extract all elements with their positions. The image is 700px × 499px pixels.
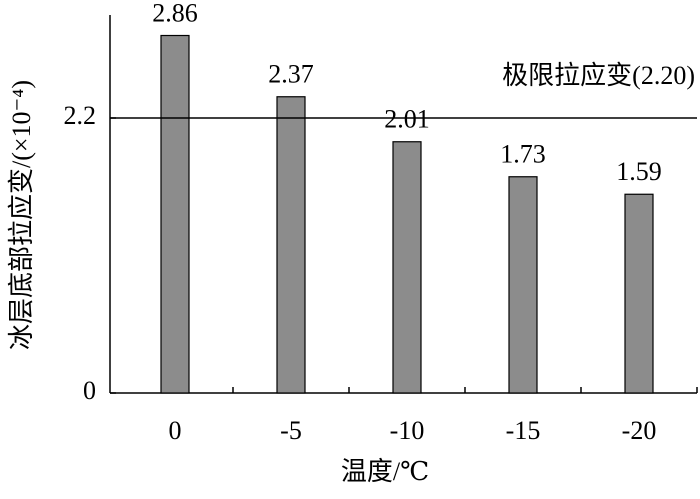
value-label: 2.86 [152,0,198,27]
bar [508,176,538,394]
bar [392,141,422,394]
x-tick-label: -15 [506,416,541,445]
value-label: 2.01 [384,105,430,134]
x-tick-label: -20 [622,416,657,445]
bar [624,193,654,394]
y-axis-label: 冰层底部拉应变/(×10⁻⁴) [7,80,36,350]
x-tick-label: 0 [169,416,182,445]
bar [276,96,306,394]
x-axis-label: 温度/℃ [341,457,429,486]
value-label: 2.37 [268,60,314,89]
y-tick-label: 2.2 [64,101,97,130]
reference-label: 极限拉应变(2.20) [502,61,695,90]
x-tick-label: -10 [390,416,425,445]
value-label: 1.73 [500,140,546,169]
x-tick-label: -5 [280,416,302,445]
value-label: 1.59 [616,157,662,186]
y-tick-label: 0 [83,376,96,405]
bar [160,34,190,394]
